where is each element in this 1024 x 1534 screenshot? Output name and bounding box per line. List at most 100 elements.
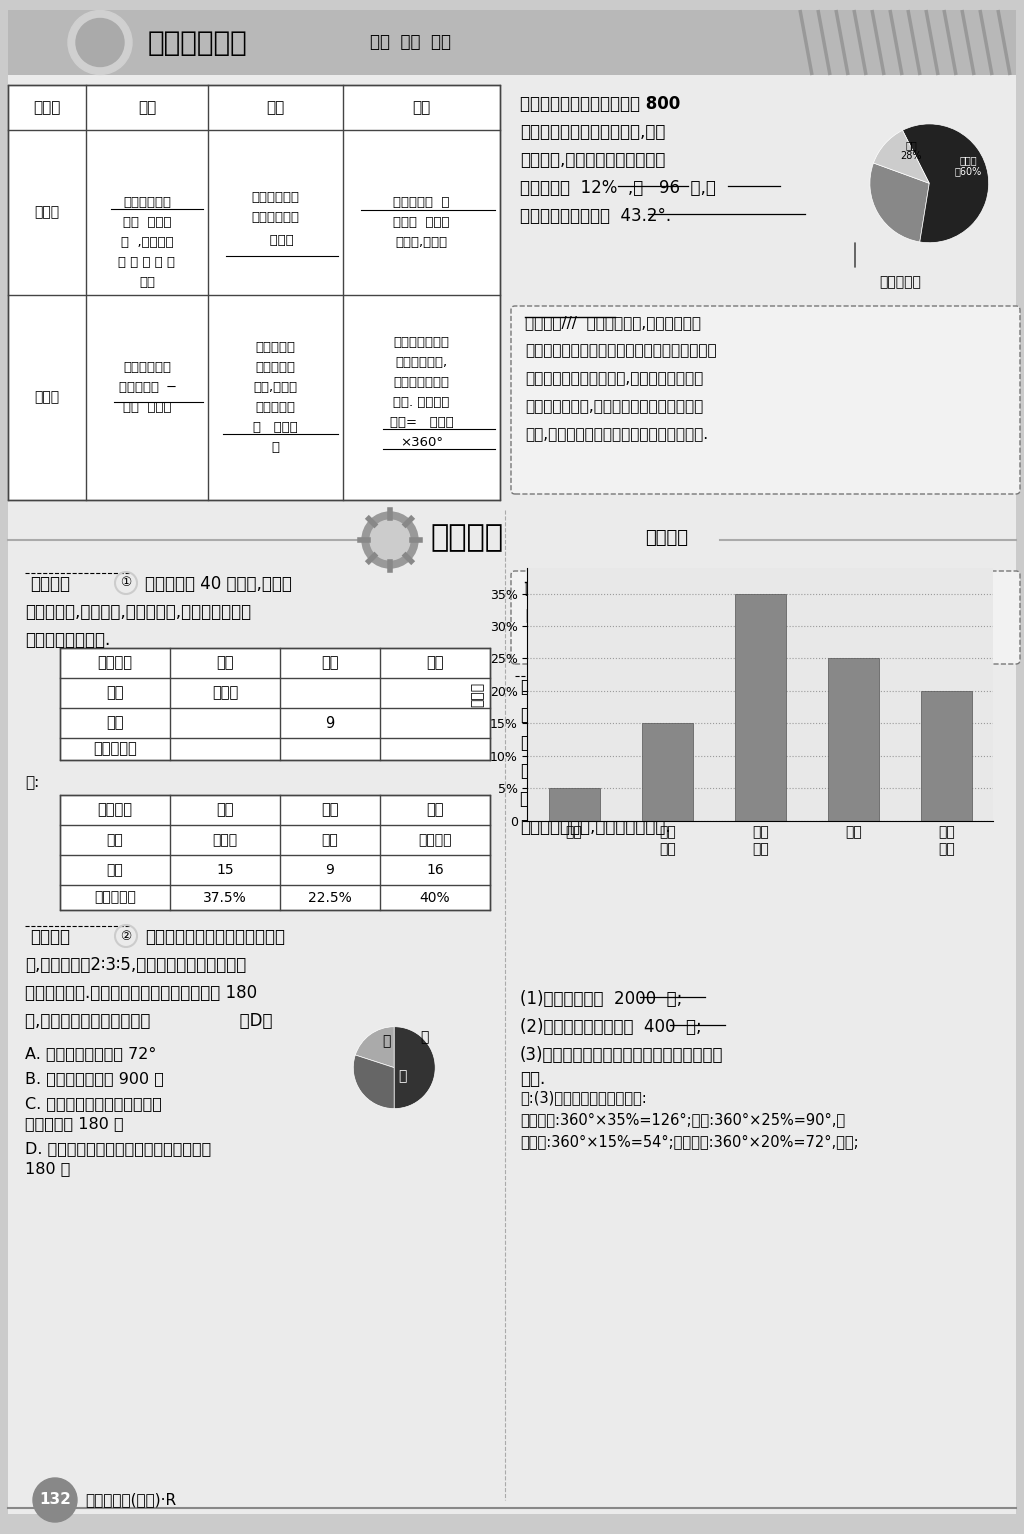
Wedge shape <box>902 124 988 242</box>
Text: 发放调查表,要求每位被调查人员只写一个你最关心: 发放调查表,要求每位被调查人员只写一个你最关心 <box>520 733 745 752</box>
Circle shape <box>68 11 132 75</box>
Circle shape <box>76 18 124 66</box>
Text: 步行: 步行 <box>216 655 233 670</box>
Text: 图的高,宽不变: 图的高,宽不变 <box>395 236 447 249</box>
Text: 据: 据 <box>271 440 280 454</box>
Text: 人数: 人数 <box>106 864 123 877</box>
Text: 护问题提出的最多,有 700 人,同时作出相应的条形: 护问题提出的最多,有 700 人,同时作出相应的条形 <box>520 790 763 808</box>
Text: 互动探究: 互动探究 <box>30 575 70 594</box>
Text: ×360°: ×360° <box>400 436 443 449</box>
Text: 的有关城市建设的问题.经统计整理,发现对环境保: 的有关城市建设的问题.经统计整理,发现对环境保 <box>520 762 740 779</box>
Text: 总数  的大小: 总数 的大小 <box>123 400 171 414</box>
Text: 自乙地区多 180 人: 自乙地区多 180 人 <box>25 1117 124 1131</box>
Text: 骑车: 骑车 <box>322 655 339 670</box>
Text: 设,就社会热点问题广泛征求市民意见,调查方式是: 设,就社会热点问题广泛征求市民意见,调查方式是 <box>520 706 740 724</box>
Text: ③: ③ <box>610 680 622 692</box>
Text: 占总人数的  12%  ,有   96  人,所: 占总人数的 12% ,有 96 人,所 <box>520 179 716 196</box>
Text: 步行
28%: 步行 28% <box>901 140 923 161</box>
Text: 劣势,以便更准确地选择统计图表来描述数据.: 劣势,以便更准确地选择统计图表来描述数据. <box>525 426 709 442</box>
Text: 上学方式: 上学方式 <box>97 802 132 818</box>
Bar <box>60 647 490 759</box>
Text: 扇形. 圆心角的: 扇形. 圆心角的 <box>393 396 450 410</box>
Bar <box>642 724 693 821</box>
Text: 差别: 差别 <box>139 276 155 288</box>
Bar <box>827 658 879 821</box>
Text: 划记: 划记 <box>106 833 123 847</box>
Bar <box>549 788 600 821</box>
Text: 环境保护:360°×35%=126°;绿化:360°×25%=90°,房: 环境保护:360°×35%=126°;绿化:360°×25%=90°,房 <box>520 1112 845 1127</box>
Text: 的   具体数: 的 具体数 <box>253 420 298 434</box>
Text: 百分比: 百分比 <box>257 235 294 247</box>
Text: 不议不讲: 不议不讲 <box>645 529 688 548</box>
Bar <box>735 594 786 821</box>
Text: 合作探究: 合作探究 <box>430 523 503 552</box>
Text: 息把表格填写完整.: 息把表格填写完整. <box>25 630 111 649</box>
Text: 9: 9 <box>326 715 335 730</box>
Text: 正正正: 正正正 <box>212 686 239 701</box>
Text: 体数据的条: 体数据的条 <box>256 360 296 374</box>
Y-axis label: 百分比: 百分比 <box>470 681 484 707</box>
Text: 作法: 作法 <box>413 100 431 115</box>
Text: 132: 132 <box>39 1493 71 1508</box>
Text: 区,其人数比为2∶3∶5,用如图所示的扇形图表示: 区,其人数比为2∶3∶5,用如图所示的扇形图表示 <box>25 956 246 974</box>
Text: 互动探究: 互动探究 <box>520 678 560 696</box>
Text: 定调查问题、设计调查问卷、收集和整理的数据: 定调查问题、设计调查问卷、收集和整理的数据 <box>525 344 717 357</box>
Text: A. 扇形甲的圆心角是 72°: A. 扇形甲的圆心角是 72° <box>25 1046 157 1062</box>
Bar <box>8 84 500 500</box>
Text: 占的圆心角的度数为  43.2°.: 占的圆心角的度数为 43.2°. <box>520 207 671 225</box>
Text: 无法显示每组: 无法显示每组 <box>252 192 299 204</box>
Text: 统计图: 统计图 <box>34 100 60 115</box>
Text: (2)提道路交通问题的有  400  人;: (2)提道路交通问题的有 400 人; <box>520 1019 701 1035</box>
Text: 乘公共汽车: 乘公共汽车 <box>879 275 921 288</box>
Circle shape <box>370 520 410 560</box>
Text: 划记: 划记 <box>106 686 124 701</box>
Text: 互动探究: 互动探究 <box>30 928 70 946</box>
Text: 22.5%: 22.5% <box>308 891 352 905</box>
Text: 【预习自测】某校对七年级 800: 【预习自测】某校对七年级 800 <box>520 95 680 114</box>
Text: 37.5%: 37.5% <box>203 891 247 905</box>
Text: 体数据  作条形: 体数据 作条形 <box>393 216 450 229</box>
Bar <box>921 690 972 821</box>
Text: D. 来自甲地区的学生人数比来自丙地区少: D. 来自甲地区的学生人数比来自丙地区少 <box>25 1141 211 1157</box>
Circle shape <box>362 512 418 568</box>
Text: 已知全班有 40 位学生,他们有: 已知全班有 40 位学生,他们有 <box>145 575 292 594</box>
Text: 人数: 人数 <box>106 715 124 730</box>
Text: 解:: 解: <box>25 775 39 790</box>
Wedge shape <box>394 1026 435 1109</box>
Text: 180 人: 180 人 <box>25 1161 71 1177</box>
Text: 数据占总体的: 数据占总体的 <box>252 212 299 224</box>
Text: 出来.: 出来. <box>520 1071 545 1088</box>
Text: 在不知道总: 在不知道总 <box>256 341 296 354</box>
Text: 15: 15 <box>216 864 233 877</box>
Text: 算出每个扇形的: 算出每个扇形的 <box>393 336 450 350</box>
Text: 16: 16 <box>426 864 443 877</box>
Text: 优点: 优点 <box>138 100 156 115</box>
Text: (1)共收回调查表  2000  张;: (1)共收回调查表 2000 张; <box>520 989 682 1008</box>
Text: 根据圆心角作出: 根据圆心角作出 <box>393 376 450 390</box>
Text: 据  ,易于比较: 据 ,易于比较 <box>121 236 173 249</box>
Text: 说明每个结论正确或错误的理由.: 说明每个结论正确或错误的理由. <box>525 607 657 623</box>
Text: 如图所示,其中乘公共汽车的人数: 如图所示,其中乘公共汽车的人数 <box>520 150 666 169</box>
Text: 导学实施方案: 导学实施方案 <box>148 29 248 57</box>
Text: 中的  具体数: 中的 具体数 <box>123 216 171 229</box>
Text: 集整理的必要性,对比每种统计图表的优势和: 集整理的必要性,对比每种统计图表的优势和 <box>525 399 703 414</box>
Text: 自主  合作  探究: 自主 合作 探究 <box>370 34 451 52</box>
Text: ②: ② <box>121 930 132 942</box>
Text: 所占百分比: 所占百分比 <box>94 891 136 905</box>
Text: 9: 9 <box>326 864 335 877</box>
Bar <box>60 795 490 910</box>
Text: 统计图如图所示,请回答下列问题.: 统计图如图所示,请回答下列问题. <box>520 818 671 836</box>
Text: 件下,无法知: 件下,无法知 <box>253 380 298 394</box>
Text: 并描述数据这样一个过程,让学生体会数据收: 并描述数据这样一个过程,让学生体会数据收 <box>525 371 703 387</box>
FancyBboxPatch shape <box>511 305 1020 494</box>
Wedge shape <box>870 163 930 242</box>
Text: (3)请你把这个条形统计图用扇形统计图表示: (3)请你把这个条形统计图用扇形统计图表示 <box>520 1046 724 1065</box>
Text: 丙: 丙 <box>398 1069 407 1083</box>
Text: 能够显示每组: 能够显示每组 <box>123 196 171 209</box>
Wedge shape <box>353 1055 394 1109</box>
Text: 正正正: 正正正 <box>212 833 238 847</box>
Text: 上述分布情况.已知来自甲地区的学生人数为 180: 上述分布情况.已知来自甲地区的学生人数为 180 <box>25 983 257 1002</box>
Text: 骑自行
车60%: 骑自行 车60% <box>954 155 982 176</box>
Text: 数据相对于  ─: 数据相对于 ─ <box>119 380 175 394</box>
Text: 屋建设:360°×15%=54°;道路交通:360°×20%=72°,其他;: 屋建设:360°×15%=54°;道路交通:360°×20%=72°,其他; <box>520 1134 859 1149</box>
